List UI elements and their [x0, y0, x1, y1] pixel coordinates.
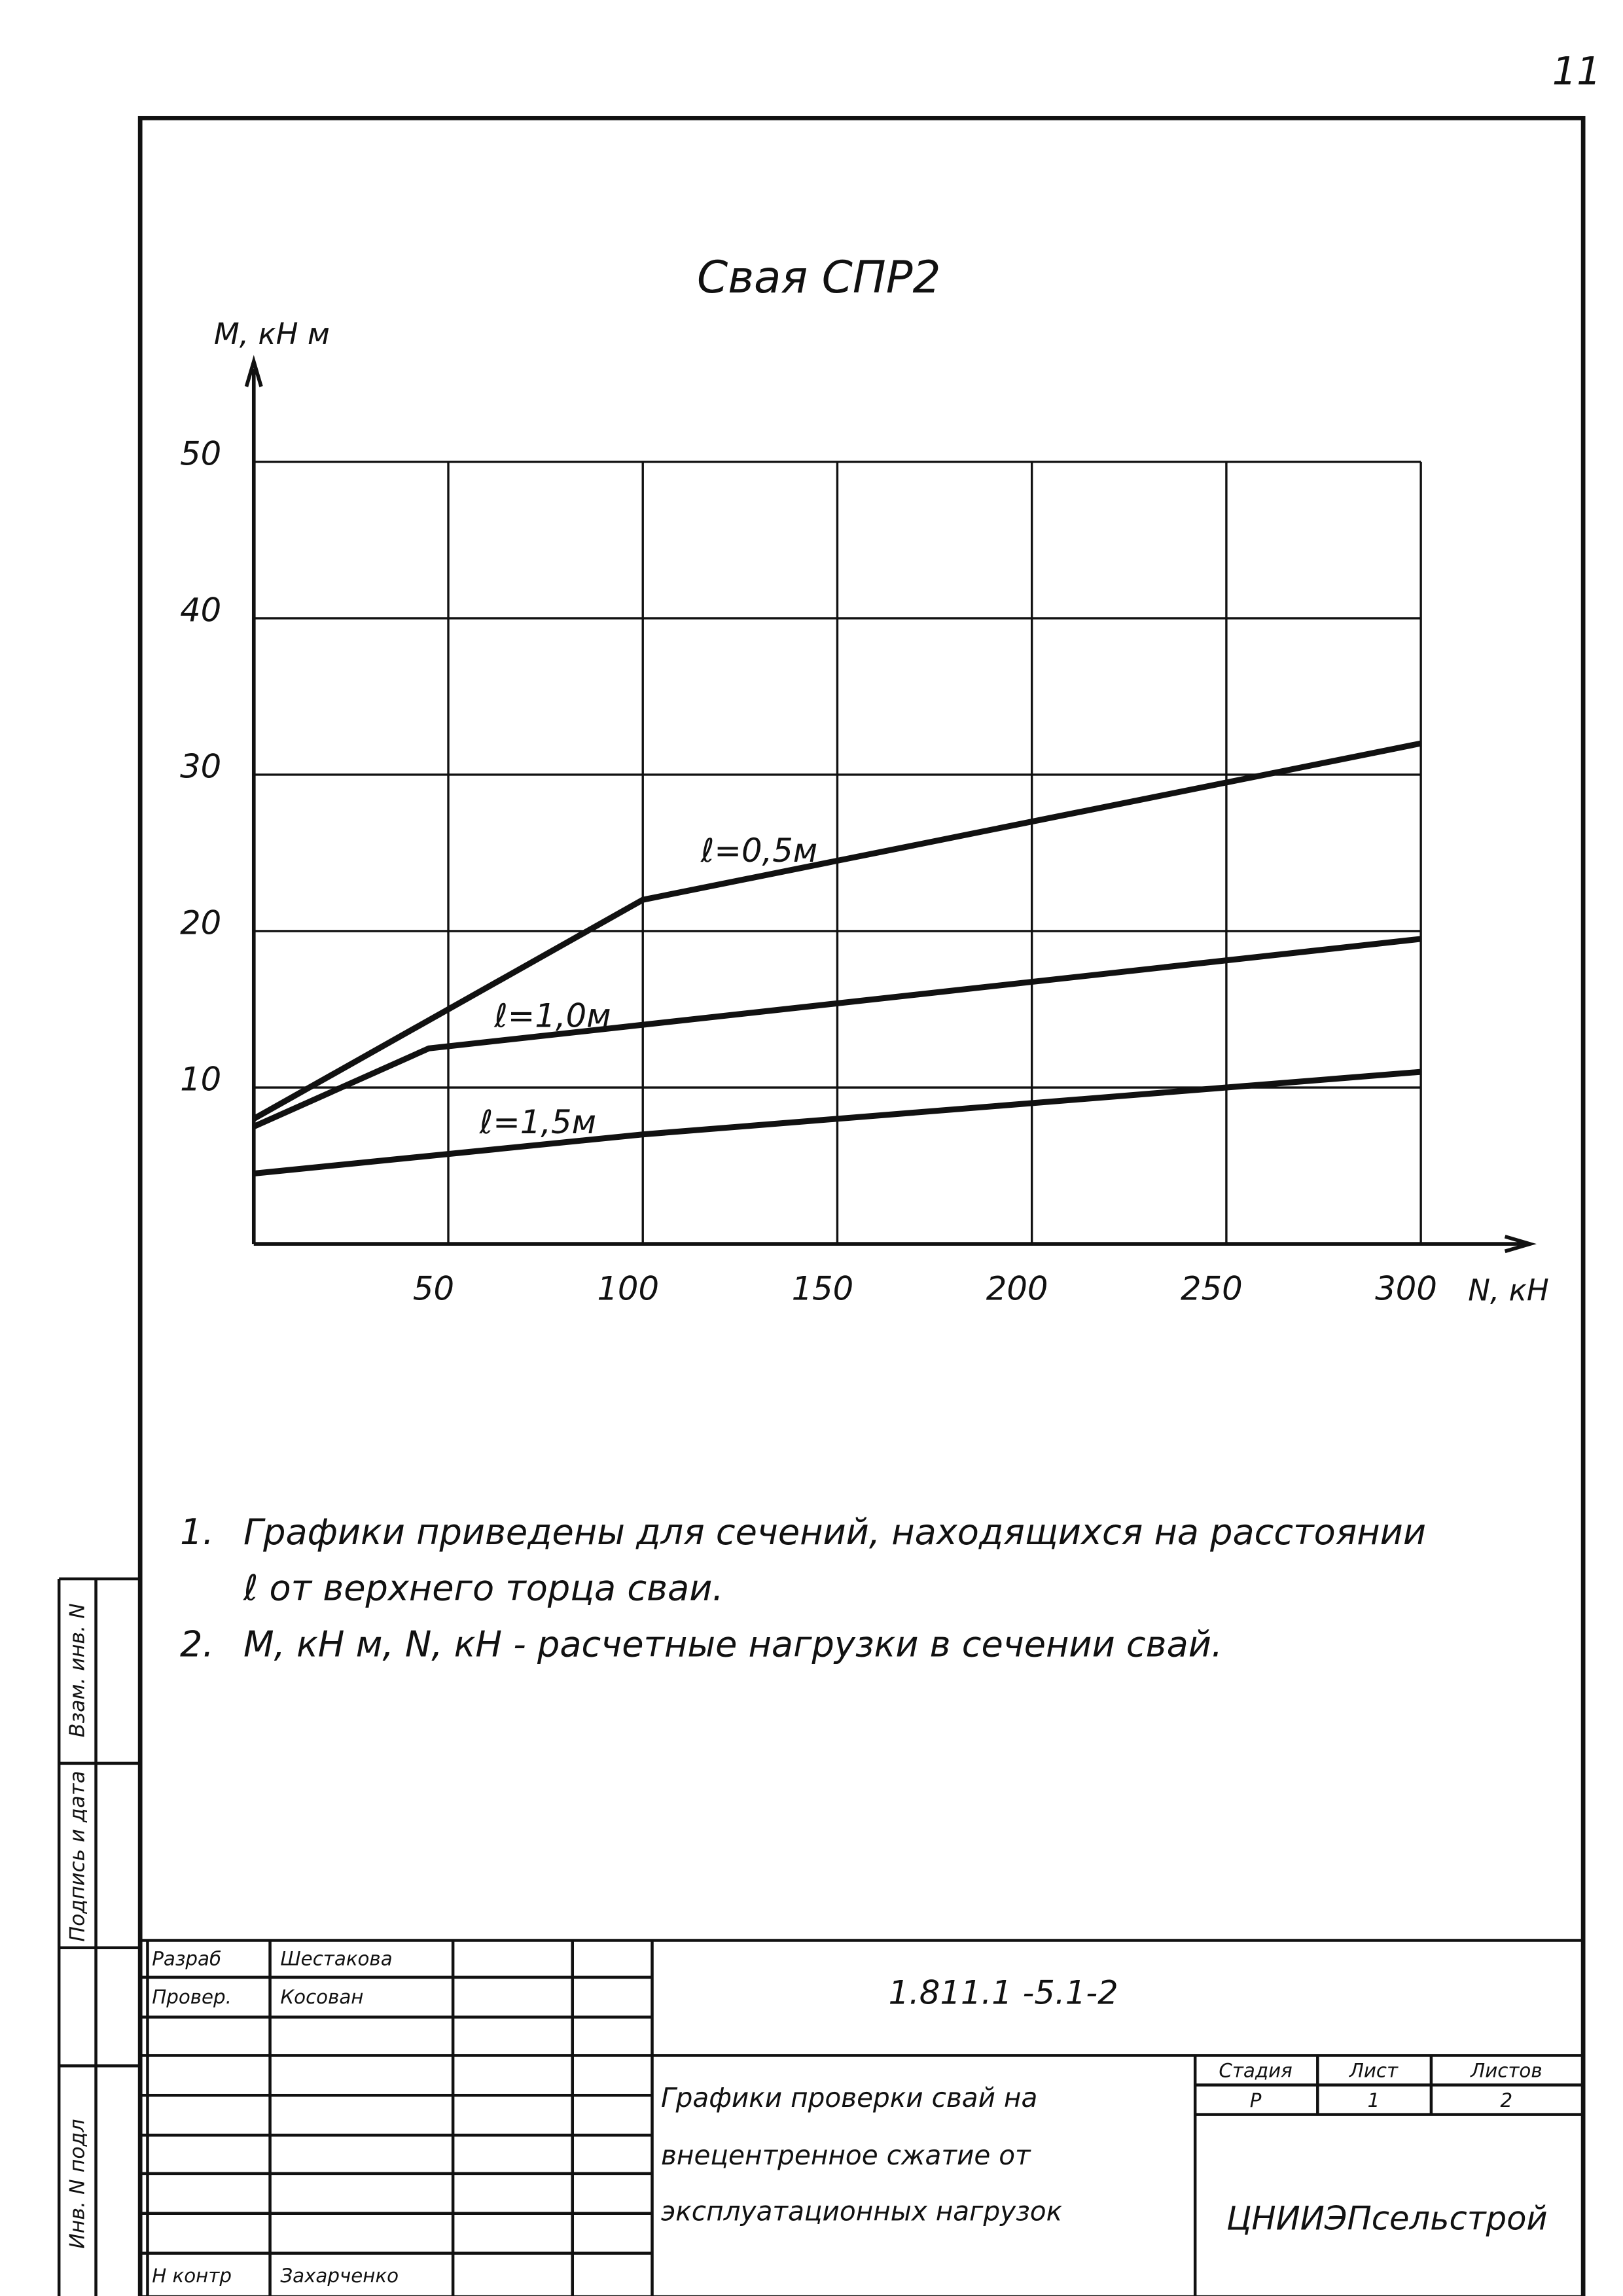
- notes: 1. Графики приведены для сечений, находящ…: [180, 1511, 1426, 1665]
- doc-title: Графики проверки свай на: [661, 2082, 1037, 2113]
- x-tick-label: 50: [413, 1270, 454, 1308]
- role: Провер.: [152, 1986, 232, 2008]
- stage-header: Стадия: [1219, 2060, 1292, 2082]
- stamp-label: Подпись и дата: [65, 1771, 89, 1941]
- x-axis-label: N, кН: [1468, 1273, 1548, 1307]
- stage-value: 2: [1501, 2089, 1513, 2111]
- y-tick-label: 20: [180, 904, 221, 942]
- x-tick-label: 150: [792, 1270, 854, 1308]
- x-tick-label: 100: [597, 1270, 659, 1308]
- y-axis-label: M, кН м: [214, 317, 330, 351]
- doc-code: 1.811.1 -5.1-2: [888, 1973, 1118, 2011]
- note-number: 1.: [180, 1511, 214, 1553]
- series-label: ℓ=1,0м: [493, 997, 611, 1035]
- doc-title: эксплуатационных нагрузок: [661, 2196, 1063, 2227]
- doc-title: внецентренное сжатие от: [661, 2140, 1031, 2171]
- y-tick-label: 40: [180, 591, 221, 629]
- x-tick-label: 300: [1375, 1270, 1437, 1308]
- person: Шестакова: [280, 1947, 392, 1969]
- note-text: M, кН м, N, кН - расчетные нагрузки в се…: [243, 1623, 1222, 1665]
- y-tick-label: 50: [180, 434, 221, 472]
- x-tick-label: 200: [986, 1270, 1048, 1308]
- title-block-lines: [140, 1939, 1584, 2296]
- y-tick-label: 10: [180, 1061, 221, 1099]
- organization: ЦНИИЭПсельстрой: [1226, 2199, 1548, 2237]
- person: Косован: [280, 1986, 363, 2008]
- stamp-label: Взам. инв. N: [65, 1603, 89, 1737]
- note-text: Графики приведены для сечений, находящих…: [243, 1511, 1426, 1553]
- series-label: ℓ=0,5м: [700, 832, 817, 870]
- series-line: [252, 740, 1422, 1122]
- page-number: 11: [1552, 49, 1601, 94]
- chart: 10 20 30 40 50 50 100 150 200 250 300 ℓ=0,5м ℓ=1,0м ℓ…: [180, 434, 1437, 1307]
- stage-value: 1: [1368, 2089, 1380, 2111]
- series-line: [253, 1069, 1421, 1177]
- series-label: ℓ=1,5м: [479, 1103, 596, 1141]
- stage-header: Листов: [1470, 2060, 1542, 2082]
- note-text: ℓ от верхнего торца сваи.: [243, 1568, 724, 1609]
- note-number: 2.: [180, 1623, 214, 1665]
- axes: [244, 355, 1537, 1254]
- stage-header: Лист: [1349, 2060, 1399, 2082]
- stamp-label: Инв. N подл: [65, 2119, 89, 2248]
- person: Захарченко: [280, 2265, 399, 2287]
- series-line: [252, 936, 1421, 1129]
- stage-value: Р: [1250, 2089, 1262, 2111]
- frame: [137, 116, 1586, 2296]
- y-tick-label: 30: [180, 747, 221, 785]
- chart-title: Свая СПР2: [697, 251, 941, 303]
- side-stamp-lines: [57, 1577, 141, 2296]
- role: Н контр: [152, 2265, 232, 2287]
- x-tick-label: 250: [1181, 1270, 1243, 1308]
- role: Разраб: [152, 1947, 221, 1969]
